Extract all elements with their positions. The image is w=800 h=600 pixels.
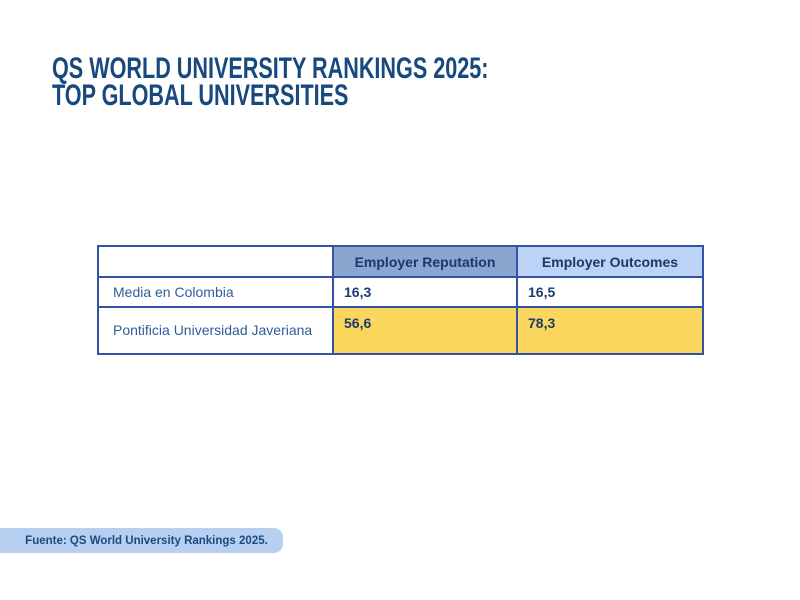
- column-header-employer-outcomes: Employer Outcomes: [516, 245, 704, 278]
- value-cell-outcomes: 16,5: [516, 276, 704, 308]
- row-label: Media en Colombia: [97, 276, 334, 308]
- table-header-row: Employer Reputation Employer Outcomes: [97, 245, 704, 278]
- title-line-1: QS WORLD UNIVERSITY RANKINGS 2025:: [52, 52, 489, 85]
- value-cell-reputation: 16,3: [332, 276, 518, 308]
- page-title: QS WORLD UNIVERSITY RANKINGS 2025: TOP G…: [52, 52, 489, 112]
- rankings-table: Employer Reputation Employer Outcomes Me…: [97, 245, 704, 355]
- title-line-2: TOP GLOBAL UNIVERSITIES: [52, 79, 349, 112]
- source-text: Fuente: QS World University Rankings 202…: [25, 534, 268, 547]
- value-cell-reputation-highlighted: 56,6: [332, 306, 518, 355]
- table-row-media-en-colombia: Media en Colombia 16,3 16,5: [97, 276, 704, 308]
- empty-corner-cell: [97, 245, 334, 278]
- value-cell-outcomes-highlighted: 78,3: [516, 306, 704, 355]
- source-badge: Fuente: QS World University Rankings 202…: [0, 528, 283, 553]
- row-label: Pontificia Universidad Javeriana: [97, 306, 334, 355]
- column-header-employer-reputation: Employer Reputation: [332, 245, 518, 278]
- table-row-pontificia-javeriana: Pontificia Universidad Javeriana 56,6 78…: [97, 306, 704, 355]
